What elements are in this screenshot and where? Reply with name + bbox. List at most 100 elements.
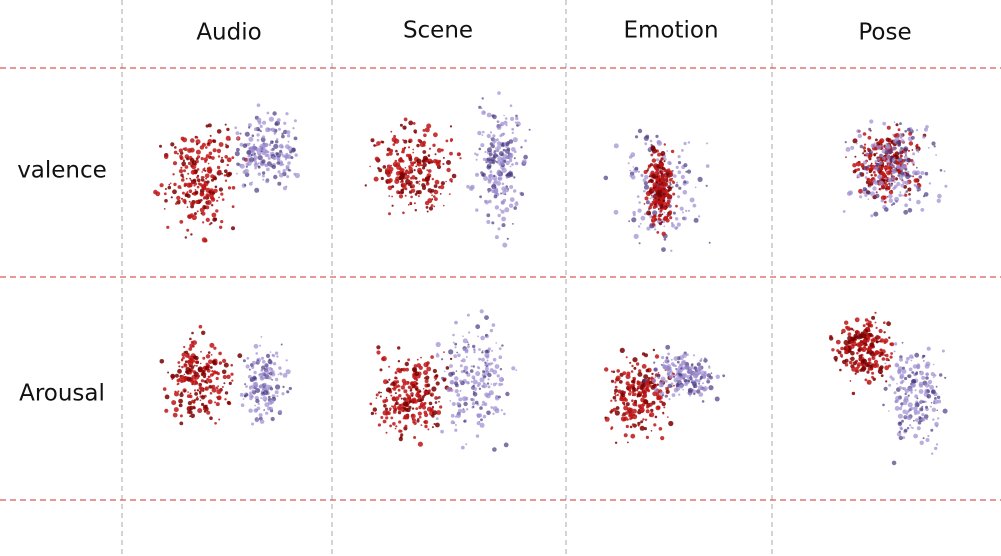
point xyxy=(445,180,447,183)
point xyxy=(867,335,871,339)
point xyxy=(875,138,878,142)
point xyxy=(687,209,691,212)
point xyxy=(177,390,180,393)
point xyxy=(408,166,413,172)
point xyxy=(922,135,926,139)
point xyxy=(388,378,391,381)
point xyxy=(900,136,903,139)
point xyxy=(656,396,660,401)
point xyxy=(909,199,912,202)
point xyxy=(925,376,929,380)
point xyxy=(462,335,464,338)
point xyxy=(685,383,688,385)
point xyxy=(408,153,412,157)
point xyxy=(888,364,891,368)
point xyxy=(884,354,886,357)
point xyxy=(423,410,428,415)
point xyxy=(281,134,285,139)
point xyxy=(265,127,271,133)
point xyxy=(661,394,664,397)
point xyxy=(931,141,936,146)
point xyxy=(897,174,901,177)
point xyxy=(394,392,397,395)
point xyxy=(673,377,679,383)
point xyxy=(693,217,699,223)
point xyxy=(649,414,652,417)
point xyxy=(221,172,224,175)
point xyxy=(453,354,458,359)
point xyxy=(677,195,681,199)
point xyxy=(872,179,877,184)
point xyxy=(672,364,676,367)
point xyxy=(505,148,510,154)
point xyxy=(395,380,400,384)
point xyxy=(922,195,926,198)
point xyxy=(683,141,687,146)
point xyxy=(849,344,855,349)
point xyxy=(469,369,474,373)
point xyxy=(388,365,391,368)
point xyxy=(931,452,934,455)
point xyxy=(637,170,641,173)
point xyxy=(890,352,893,355)
point xyxy=(895,123,899,127)
point xyxy=(364,184,367,187)
point xyxy=(215,372,218,375)
point xyxy=(902,162,905,164)
point xyxy=(936,409,938,412)
point xyxy=(868,127,872,131)
point xyxy=(192,340,198,345)
point xyxy=(863,143,867,146)
point xyxy=(907,208,913,213)
point xyxy=(394,138,400,144)
point xyxy=(261,174,265,178)
point xyxy=(416,390,420,394)
point xyxy=(905,190,909,193)
point xyxy=(663,211,666,214)
point xyxy=(670,249,673,252)
point xyxy=(189,158,195,163)
point xyxy=(199,191,205,197)
point xyxy=(171,400,177,406)
point xyxy=(211,373,215,376)
point xyxy=(489,146,492,148)
point xyxy=(894,184,898,189)
point xyxy=(267,359,273,365)
point xyxy=(398,385,401,388)
point xyxy=(215,209,219,213)
point xyxy=(172,161,178,166)
point xyxy=(865,152,869,156)
point xyxy=(253,127,258,131)
point xyxy=(894,177,899,181)
point xyxy=(829,336,834,341)
point xyxy=(186,376,192,382)
point xyxy=(903,399,906,402)
point xyxy=(669,374,675,379)
point xyxy=(904,376,908,381)
point xyxy=(202,197,206,200)
point xyxy=(192,203,195,206)
point xyxy=(894,196,900,202)
point xyxy=(474,172,480,177)
point xyxy=(831,348,835,352)
point xyxy=(225,172,231,178)
point xyxy=(897,421,903,427)
point xyxy=(178,199,181,202)
point xyxy=(224,155,228,159)
point xyxy=(188,369,192,373)
point xyxy=(450,140,453,143)
point xyxy=(416,419,420,423)
point xyxy=(643,203,646,205)
point xyxy=(396,152,399,156)
point xyxy=(662,173,666,177)
point xyxy=(631,364,634,368)
point xyxy=(162,387,167,391)
point xyxy=(187,401,192,406)
point xyxy=(505,155,509,160)
point xyxy=(411,407,415,410)
point xyxy=(652,201,656,205)
point xyxy=(845,156,847,159)
point xyxy=(513,157,516,160)
point xyxy=(268,116,274,122)
point xyxy=(650,430,653,432)
